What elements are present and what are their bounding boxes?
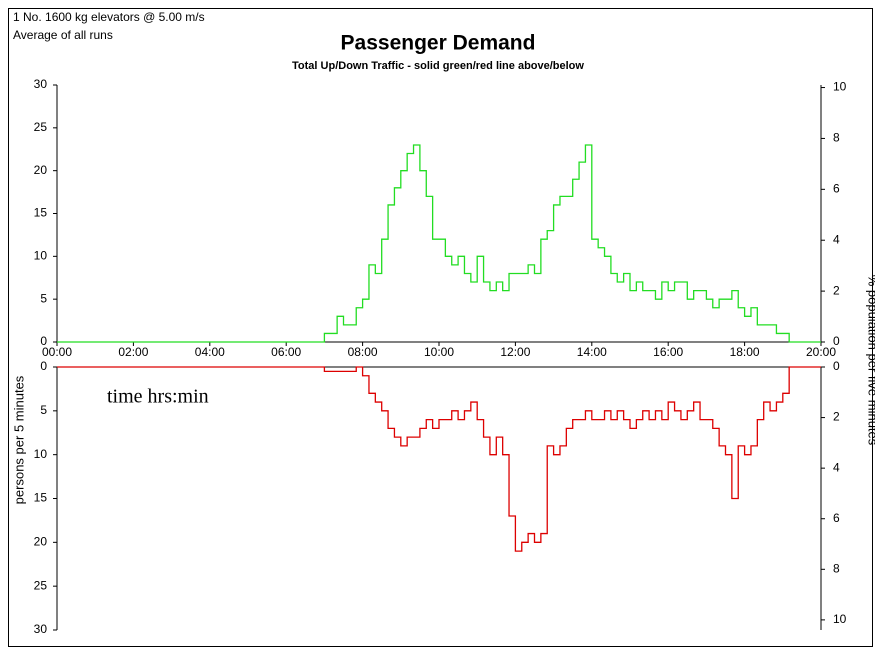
x-tick-label: 12:00 — [500, 345, 530, 359]
y-tick-label: 30 — [34, 77, 48, 91]
y-tick-label: 15 — [34, 206, 48, 220]
y2-tick-label: 10 — [833, 612, 847, 626]
y-tick-label: 5 — [40, 291, 47, 305]
x-tick-label: 20:00 — [806, 345, 836, 359]
annotation: time hrs:min — [107, 386, 209, 408]
y2-tick-label: 6 — [833, 511, 840, 525]
x-tick-label: 04:00 — [195, 345, 225, 359]
y2-tick-label: 4 — [833, 232, 840, 246]
header-line: Average of all runs — [13, 28, 113, 42]
x-tick-label: 18:00 — [730, 345, 760, 359]
y2-tick-label: 2 — [833, 283, 840, 297]
y-tick-label: 30 — [34, 622, 48, 636]
y2-tick-label: 0 — [833, 334, 840, 348]
x-tick-label: 00:00 — [42, 345, 72, 359]
y2-tick-label: 4 — [833, 460, 840, 474]
x-tick-label: 14:00 — [577, 345, 607, 359]
x-tick-label: 02:00 — [118, 345, 148, 359]
y-tick-label: 15 — [34, 491, 48, 505]
y2-tick-label: 8 — [833, 131, 840, 145]
y-axis-label: persons per 5 minutes — [11, 375, 26, 504]
x-tick-label: 08:00 — [348, 345, 378, 359]
y2-tick-label: 10 — [833, 80, 847, 94]
chart-subtitle: Total Up/Down Traffic - solid green/red … — [292, 60, 584, 72]
chart-title: Passenger Demand — [341, 32, 536, 55]
y-tick-label: 10 — [34, 447, 48, 461]
y-tick-label: 20 — [34, 163, 48, 177]
y-tick-label: 0 — [40, 334, 47, 348]
y-tick-label: 25 — [34, 120, 48, 134]
y2-tick-label: 0 — [833, 359, 840, 373]
step-line — [57, 366, 821, 552]
y2-axis-label: % population per five minutes — [866, 275, 875, 446]
y-tick-label: 5 — [40, 403, 47, 417]
x-tick-label: 16:00 — [653, 345, 683, 359]
frame — [8, 8, 873, 647]
x-tick-label: 06:00 — [271, 345, 301, 359]
y-tick-label: 0 — [40, 359, 47, 373]
y-tick-label: 20 — [34, 535, 48, 549]
x-tick-label: 10:00 — [424, 345, 454, 359]
y-tick-label: 25 — [34, 578, 48, 592]
y2-tick-label: 2 — [833, 410, 840, 424]
y-tick-label: 10 — [34, 249, 48, 263]
step-line — [57, 144, 821, 343]
y2-tick-label: 6 — [833, 181, 840, 195]
header-line: 1 No. 1600 kg elevators @ 5.00 m/s — [13, 10, 205, 24]
y2-tick-label: 8 — [833, 561, 840, 575]
